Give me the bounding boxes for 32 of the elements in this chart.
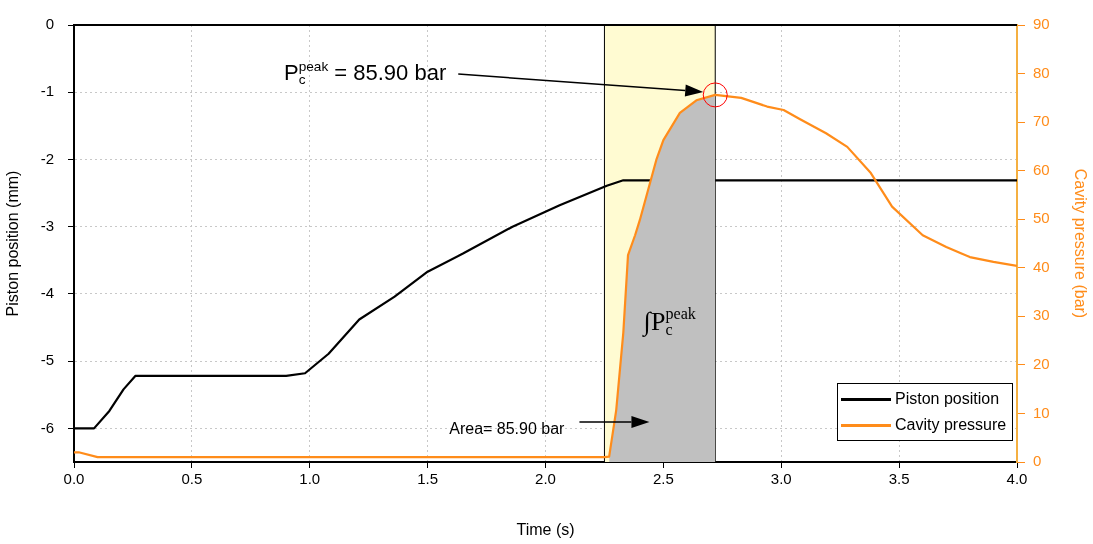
y-tick-label: -3 [40, 216, 54, 234]
annotation: Area= 85.90 bar [449, 420, 566, 438]
legend-label: Piston position [895, 390, 1000, 408]
x-tick-label: 0.5 [181, 470, 203, 488]
y-tick-label: -2 [40, 149, 54, 167]
x-tick-label: 4.0 [1006, 470, 1028, 488]
x-tick-label: 3.5 [888, 470, 910, 488]
legend-label: Cavity pressure [895, 416, 1007, 434]
x-tick-label: 2.5 [652, 470, 674, 488]
y2-tick-label: 40 [1033, 257, 1050, 275]
x-tick-label: 0.0 [63, 470, 85, 488]
x-tick-label: 2.0 [535, 470, 556, 488]
y2-tick-label: 60 [1033, 160, 1050, 178]
y-tick-label: -1 [40, 82, 54, 100]
x-axis-title: Time (s) [516, 520, 575, 538]
x-tick-label: 3.0 [770, 470, 792, 488]
y-tick-label: -5 [40, 351, 54, 369]
y-axis-title: Piston position (mm) [4, 170, 22, 317]
y-tick-label: 0 [45, 15, 54, 33]
y2-tick-label: 70 [1033, 112, 1050, 130]
x-tick-label: 1.0 [299, 470, 321, 488]
y2-tick-label: 10 [1033, 403, 1050, 421]
y-tick-label: -6 [40, 418, 54, 436]
y2-tick-label: 90 [1033, 15, 1050, 33]
y2-tick-label: 30 [1033, 306, 1050, 324]
y2-axis-title: Cavity pressure (bar) [1071, 168, 1089, 319]
x-tick-label: 1.5 [417, 470, 439, 488]
y2-tick-label: 0 [1033, 452, 1042, 470]
y2-tick-label: 50 [1033, 209, 1050, 227]
y2-tick-label: 80 [1033, 63, 1050, 81]
y-tick-label: -4 [40, 284, 54, 302]
y2-tick-label: 20 [1033, 355, 1050, 373]
